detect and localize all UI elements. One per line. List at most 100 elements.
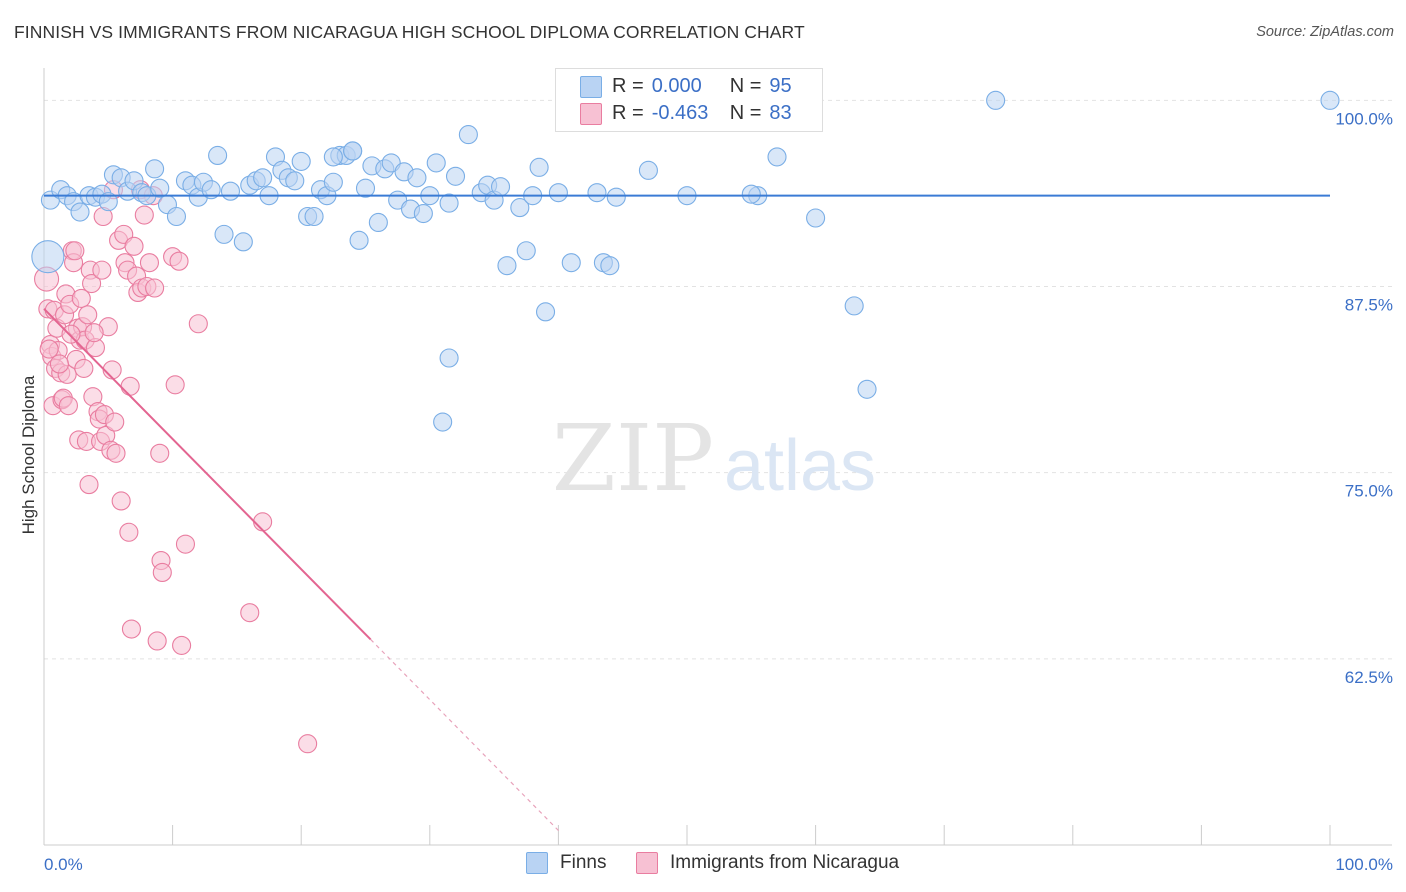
nicaragua-point: [150, 443, 170, 463]
finns-point: [439, 348, 459, 368]
nicaragua-points: [34, 180, 318, 754]
x-tick-label: 0.0%: [44, 855, 83, 874]
nicaragua-swatch: [580, 103, 602, 125]
nicaragua-point: [172, 635, 192, 655]
finns-point: [426, 153, 446, 173]
finns-point: [844, 296, 864, 316]
nicaragua-point: [84, 323, 104, 343]
y-tick-label: 100.0%: [1335, 109, 1393, 128]
nicaragua-point: [253, 512, 273, 532]
finns-point: [70, 202, 90, 222]
y-tick-label: 87.5%: [1345, 296, 1393, 315]
finns-point: [150, 178, 170, 198]
finns-point: [214, 224, 234, 244]
finns-point: [439, 193, 459, 213]
finns-point: [253, 168, 273, 188]
series-legend: Finns Immigrants from Nicaragua: [0, 852, 1406, 876]
x-tick-label: 100.0%: [1335, 855, 1393, 874]
nicaragua-point: [82, 273, 102, 294]
nicaragua-point: [152, 562, 172, 583]
nicaragua-point: [165, 375, 185, 395]
finns-point: [343, 141, 363, 161]
finns-point: [233, 232, 253, 252]
nicaragua-point: [106, 443, 126, 463]
nicaragua-point: [120, 376, 140, 396]
watermark: ZIP atlas: [552, 405, 876, 512]
finns-point: [548, 183, 568, 203]
finns-point: [323, 147, 343, 167]
finns-point: [1320, 90, 1340, 110]
finns-point: [497, 256, 517, 276]
source-label: Source: ZipAtlas.com: [1256, 24, 1394, 40]
nicaragua-point: [58, 396, 78, 416]
nicaragua-point: [188, 314, 208, 334]
watermark-zip: ZIP: [552, 405, 714, 512]
finns-point: [638, 160, 658, 180]
nicaragua-point: [92, 260, 112, 280]
finns-point: [291, 151, 311, 171]
trend-lines: [43, 194, 1330, 834]
finns-legend-label: Finns: [560, 852, 607, 873]
finns-point: [349, 230, 369, 250]
finns-point: [368, 212, 388, 233]
legend-n-label: N =: [729, 101, 762, 124]
finns-r-value: 0.000: [651, 74, 702, 97]
finns-point: [304, 206, 324, 227]
nicaragua-point: [169, 251, 189, 271]
finns-point: [806, 208, 826, 228]
nicaragua-point: [121, 619, 141, 639]
y-axis-label: High School Diploma: [19, 375, 38, 534]
finns-point: [490, 177, 511, 197]
finns-swatch: [580, 76, 602, 98]
nicaragua-legend-swatch: [636, 852, 658, 874]
nicaragua-point: [298, 734, 318, 754]
nicaragua-point: [61, 324, 81, 344]
nicaragua-point: [78, 305, 98, 325]
finns-point: [561, 253, 581, 273]
finns-point: [355, 178, 376, 198]
stats-legend: R = 0.000 N = 95 R = -0.463 N = 83: [555, 68, 823, 132]
legend-item-finns[interactable]: Finns: [526, 852, 606, 874]
finns-point: [606, 187, 626, 207]
finns-legend-swatch: [526, 852, 548, 874]
finns-point: [986, 90, 1006, 110]
watermark-atlas: atlas: [724, 426, 876, 506]
finns-point: [208, 145, 228, 165]
finns-point: [285, 171, 305, 191]
legend-row-finns: R = 0.000 N = 95: [580, 73, 792, 99]
nicaragua-point: [119, 522, 139, 542]
legend-n-label: N =: [729, 74, 762, 97]
nicaragua-n-value: 83: [769, 101, 792, 124]
finns-point: [323, 172, 343, 192]
y-tick-label: 75.0%: [1345, 482, 1393, 501]
finns-point: [220, 181, 241, 201]
finns-point: [31, 240, 65, 274]
finns-point: [587, 183, 607, 203]
nicaragua-trend-line: [43, 308, 372, 641]
nicaragua-legend-label: Immigrants from Nicaragua: [670, 852, 900, 873]
legend-row-nicaragua: R = -0.463 N = 83: [580, 100, 792, 126]
finns-point: [166, 206, 187, 227]
nicaragua-point: [39, 339, 59, 359]
legend-r-label: R =: [612, 101, 644, 124]
legend-r-label: R =: [612, 74, 644, 97]
finns-point: [98, 192, 118, 212]
nicaragua-point: [240, 603, 260, 623]
finns-point: [529, 157, 549, 177]
finns-point: [510, 198, 530, 218]
nicaragua-point: [105, 412, 125, 432]
nicaragua-point: [139, 253, 160, 273]
y-tick-label: 62.5%: [1345, 668, 1393, 687]
nicaragua-point: [111, 491, 131, 511]
finns-point: [767, 147, 787, 167]
nicaragua-point: [65, 241, 85, 261]
nicaragua-point: [102, 360, 122, 380]
nicaragua-point: [145, 278, 165, 298]
nicaragua-point: [79, 475, 99, 495]
nicaragua-point: [49, 354, 69, 374]
nicaragua-trend-extension: [370, 639, 562, 834]
finns-point: [445, 166, 466, 186]
legend-item-nicaragua[interactable]: Immigrants from Nicaragua: [636, 852, 899, 874]
finns-point: [857, 379, 877, 399]
